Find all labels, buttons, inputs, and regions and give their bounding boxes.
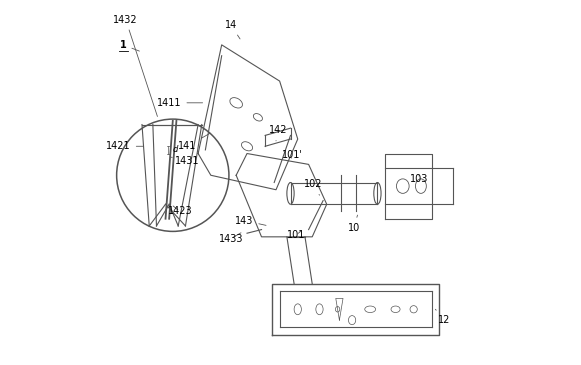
Text: 1421: 1421 [106, 141, 143, 151]
Text: 14: 14 [225, 20, 240, 39]
Text: 1: 1 [120, 40, 139, 51]
Text: 10: 10 [348, 215, 360, 233]
Text: 101': 101' [282, 150, 303, 160]
Text: 12: 12 [435, 309, 451, 325]
Text: 1431: 1431 [171, 156, 199, 166]
Text: 101: 101 [287, 230, 305, 240]
Text: 102: 102 [304, 179, 322, 195]
Text: 1432: 1432 [113, 15, 157, 116]
Text: 1433: 1433 [218, 233, 243, 244]
Text: d: d [173, 145, 178, 154]
Text: 141: 141 [178, 133, 210, 151]
Text: 1411: 1411 [157, 98, 203, 108]
Text: 143: 143 [235, 216, 266, 226]
Text: 1423: 1423 [168, 206, 192, 216]
Text: 142: 142 [268, 125, 287, 141]
Text: 103: 103 [410, 174, 428, 184]
